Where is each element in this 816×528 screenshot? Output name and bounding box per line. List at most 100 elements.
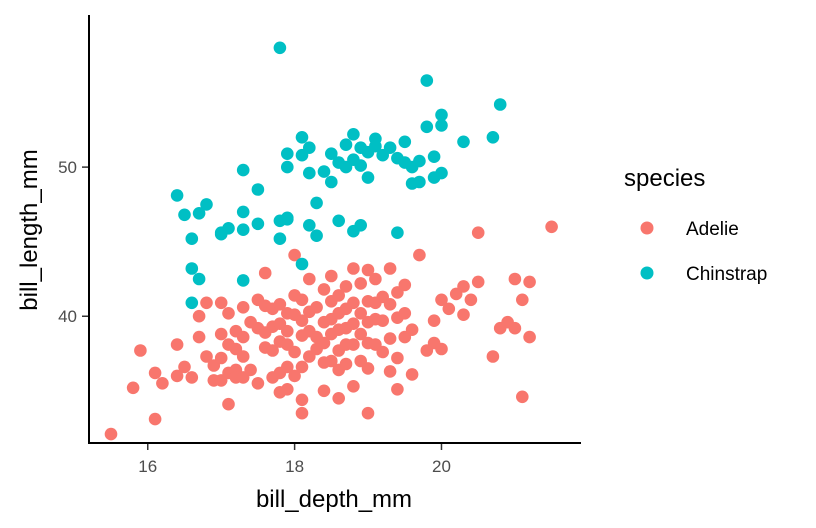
data-point-adelie: [427, 314, 441, 328]
data-point-chinstrap: [354, 159, 368, 172]
data-point-chinstrap: [347, 128, 360, 141]
data-point-adelie: [295, 314, 309, 328]
data-point-adelie: [222, 307, 235, 320]
data-point-chinstrap: [200, 198, 213, 211]
y-tick-label: 40: [58, 307, 77, 326]
data-point-chinstrap: [435, 108, 448, 122]
data-point-adelie: [523, 330, 536, 344]
data-point-adelie: [383, 332, 397, 345]
data-point-chinstrap: [354, 219, 368, 232]
data-point-adelie: [251, 377, 265, 390]
data-point-chinstrap: [427, 150, 441, 163]
y-axis-title: bill_length_mm: [16, 149, 43, 310]
data-point-adelie: [214, 351, 228, 365]
data-point-adelie: [347, 262, 360, 275]
data-point-adelie: [405, 323, 419, 337]
data-point-chinstrap: [281, 160, 294, 174]
data-point-chinstrap: [178, 208, 191, 222]
x-axis-title: bill_depth_mm: [256, 486, 412, 513]
data-point-adelie: [192, 330, 206, 344]
data-point-chinstrap: [332, 214, 346, 228]
data-point-adelie: [325, 269, 338, 283]
data-point-adelie: [457, 280, 470, 293]
data-point-adelie: [332, 289, 346, 302]
data-point-adelie: [258, 266, 272, 280]
data-point-chinstrap: [369, 139, 382, 153]
data-point-chinstrap: [236, 223, 250, 236]
data-point-chinstrap: [310, 229, 323, 242]
data-point-chinstrap: [251, 183, 265, 196]
legend-item-chinstrap: Chinstrap: [640, 264, 767, 285]
data-point-chinstrap: [398, 135, 412, 149]
data-point-adelie: [317, 384, 331, 398]
data-point-chinstrap: [192, 272, 206, 286]
data-point-adelie: [516, 390, 529, 404]
data-point-adelie: [266, 344, 279, 357]
data-point-chinstrap: [222, 222, 235, 235]
data-point-chinstrap: [303, 166, 316, 180]
data-point-adelie: [391, 383, 404, 396]
data-point-adelie: [347, 380, 360, 393]
data-point-adelie: [214, 327, 228, 341]
data-point-adelie: [405, 368, 419, 381]
data-point-adelie: [236, 350, 250, 363]
data-point-adelie: [148, 412, 162, 426]
data-point-chinstrap: [435, 119, 448, 132]
data-point-adelie: [457, 308, 470, 322]
data-point-adelie: [170, 338, 184, 351]
data-point-chinstrap: [273, 232, 287, 245]
data-point-adelie: [347, 296, 360, 310]
data-point-adelie: [435, 342, 448, 356]
data-point-adelie: [317, 336, 331, 350]
data-point-adelie: [281, 324, 294, 338]
data-point-adelie: [486, 350, 500, 363]
data-point-chinstrap: [493, 98, 507, 111]
data-point-chinstrap: [413, 175, 426, 189]
data-point-adelie: [288, 248, 301, 262]
data-point-chinstrap: [317, 165, 331, 178]
data-point-adelie: [104, 427, 118, 441]
data-point-adelie: [288, 369, 301, 383]
data-point-adelie: [391, 351, 404, 365]
data-point-chinstrap: [339, 138, 353, 151]
data-point-adelie: [435, 293, 448, 307]
data-point-adelie: [273, 298, 287, 311]
data-point-adelie: [214, 296, 228, 310]
data-point-adelie: [354, 327, 368, 341]
data-point-adelie: [295, 360, 309, 374]
points-layer: [104, 41, 558, 441]
data-point-chinstrap: [303, 141, 316, 154]
data-point-chinstrap: [486, 131, 500, 144]
legend: species Adelie Chinstrap: [624, 165, 767, 285]
data-point-adelie: [442, 302, 456, 316]
data-point-chinstrap: [457, 135, 470, 149]
data-point-adelie: [347, 338, 360, 351]
data-point-chinstrap: [310, 196, 323, 210]
data-point-adelie: [361, 406, 375, 420]
data-point-adelie: [200, 350, 213, 363]
data-point-adelie: [148, 366, 162, 380]
data-point-chinstrap: [281, 211, 294, 225]
data-point-adelie: [464, 293, 478, 307]
data-point-chinstrap: [391, 226, 404, 239]
data-point-adelie: [295, 406, 309, 420]
data-point-adelie: [369, 272, 382, 286]
data-point-adelie: [185, 371, 199, 384]
data-point-adelie: [354, 307, 368, 320]
data-point-adelie: [178, 360, 191, 374]
legend-key-adelie: [640, 221, 654, 235]
data-point-adelie: [376, 345, 390, 359]
data-point-chinstrap: [295, 257, 309, 271]
data-point-adelie: [383, 365, 397, 378]
data-point-chinstrap: [281, 147, 294, 160]
data-point-adelie: [332, 392, 346, 405]
data-point-adelie: [516, 293, 529, 307]
data-point-chinstrap: [236, 163, 250, 177]
data-point-adelie: [508, 321, 522, 335]
data-point-adelie: [339, 357, 353, 371]
data-point-adelie: [361, 263, 375, 277]
data-point-adelie: [134, 344, 147, 357]
data-point-adelie: [523, 275, 536, 289]
data-point-adelie: [236, 301, 250, 314]
